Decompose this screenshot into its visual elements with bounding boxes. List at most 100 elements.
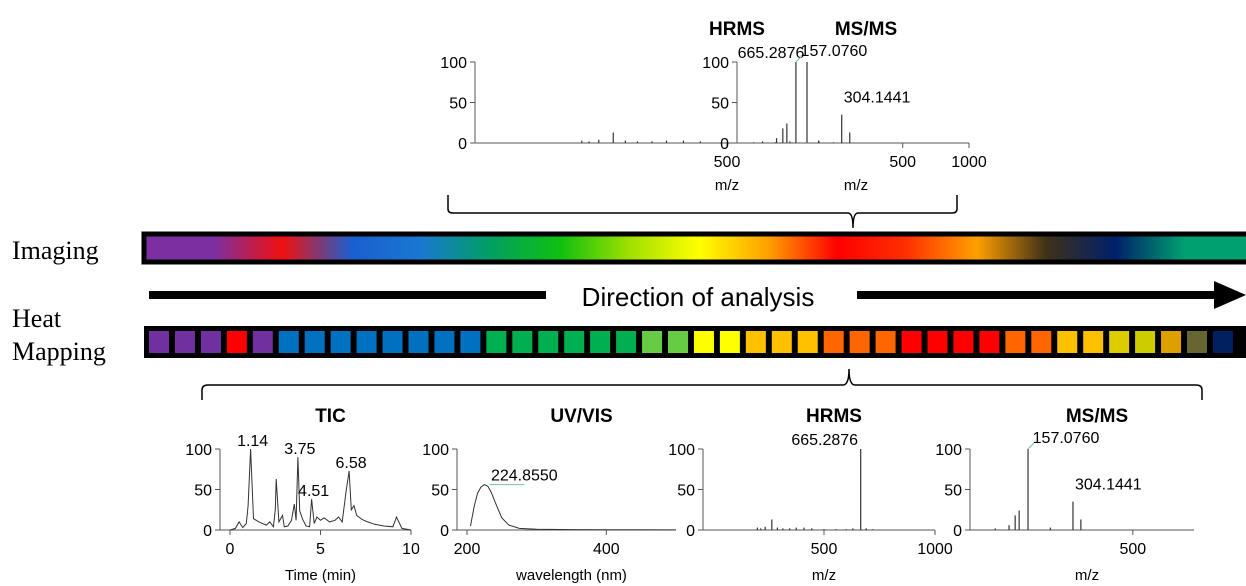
heat-row-label-line1: Heat — [12, 304, 62, 333]
heatmap-cell — [408, 331, 429, 353]
peak-label: 157.0760 — [801, 43, 868, 60]
x-tick-label: 5 — [316, 541, 325, 558]
bottom-hrms-chart: HRMS 0 50 100 500 1000 m/z 665.2876 — [668, 406, 953, 584]
heatmap-cell — [512, 331, 533, 353]
x-tick-label: 400 — [593, 541, 620, 558]
heatmap-cell — [1187, 331, 1207, 353]
peak-label: 4.51 — [298, 483, 329, 500]
y-tick-label: 0 — [203, 523, 212, 540]
peak-leader — [795, 55, 803, 63]
x-axis-label: m/z — [844, 177, 868, 194]
heatmap-cell — [642, 331, 663, 353]
x-axis-label: m/z — [715, 177, 739, 194]
peak-label: 224.8550 — [491, 468, 558, 485]
heatmap-cell — [564, 331, 585, 353]
chart-title: HRMS — [806, 406, 862, 427]
heatmap-cell — [590, 331, 611, 353]
heatmap-cell — [901, 331, 922, 353]
direction-arrow-right-shaft — [857, 291, 1217, 299]
bottom-uvvis-chart: UV/VIS 0 50 100 200 400 wavelength (nm) 224.855… — [422, 406, 677, 584]
y-tick-label: 50 — [194, 483, 212, 500]
y-tick-label: 100 — [668, 442, 695, 459]
direction-arrow-left-shaft — [149, 291, 546, 299]
imaging-row-label: Imaging — [12, 236, 99, 265]
direction-label: Direction of analysis — [582, 282, 815, 312]
direction-arrow-head — [1214, 281, 1246, 309]
bottom-tic-chart: TIC 0 50 100 0 5 10 Time (min) 1.14 3.75 4.51 6.58 — [185, 406, 420, 584]
peak-label: 304.1441 — [844, 90, 911, 107]
heatmap-cell — [1212, 331, 1233, 353]
heatmap-cell — [538, 331, 559, 353]
heatmap-cell — [1031, 331, 1052, 353]
x-tick-label: 200 — [454, 541, 481, 558]
heatmap-cell — [797, 331, 818, 353]
x-axis-label: m/z — [1075, 567, 1099, 584]
heatmap-cell — [200, 331, 221, 353]
heatmap-cell — [616, 331, 637, 353]
y-tick-label: 50 — [431, 483, 449, 500]
peak-label: 157.0760 — [1033, 430, 1100, 447]
heatmap-cell — [745, 331, 766, 353]
heatmap-cell — [927, 331, 948, 353]
top-bracket — [447, 195, 958, 229]
heatmap-cell — [304, 331, 325, 353]
peak-label: 1.14 — [237, 433, 268, 450]
heatmap-cell — [953, 331, 974, 353]
y-tick-label: 100 — [185, 442, 212, 459]
peak-label: 665.2876 — [791, 432, 858, 449]
heatmap-cell — [486, 331, 507, 353]
y-tick-label: 50 — [711, 96, 729, 113]
y-tick-label: 0 — [440, 523, 449, 540]
series-line — [470, 484, 677, 531]
x-tick-label: 1000 — [917, 541, 953, 558]
peak-label: 304.1441 — [1075, 477, 1142, 494]
x-axis-label: wavelength (nm) — [515, 567, 627, 584]
heatmap-cell — [434, 331, 455, 353]
heatmap-cell — [1005, 331, 1026, 353]
heatmap-cell — [1083, 331, 1104, 353]
y-tick-label: 100 — [935, 442, 962, 459]
heatmap-cell — [252, 331, 273, 353]
heatmap-cell — [460, 331, 481, 353]
x-tick-label: 500 — [714, 154, 741, 171]
heat-row-label-line2: Mapping — [12, 337, 106, 366]
chart-title: UV/VIS — [550, 406, 612, 427]
heatmap-cell — [382, 331, 403, 353]
heatmap-cell — [1109, 331, 1130, 353]
heatmap-cell — [979, 331, 1000, 353]
bottom-bracket — [201, 368, 1203, 400]
y-tick-label: 100 — [422, 442, 449, 459]
y-tick-label: 100 — [440, 55, 467, 72]
y-tick-label: 0 — [720, 136, 729, 153]
y-tick-label: 0 — [686, 523, 695, 540]
chart-title: TIC — [315, 406, 346, 427]
y-tick-label: 50 — [677, 483, 695, 500]
x-axis-label: m/z — [812, 567, 836, 584]
y-tick-label: 100 — [702, 55, 729, 72]
heatmap-cell — [875, 331, 896, 353]
heatmap-cell — [693, 331, 714, 353]
x-axis-label: Time (min) — [285, 567, 356, 584]
peak-leader — [1027, 442, 1035, 450]
series-line — [229, 448, 412, 531]
y-tick-label: 0 — [458, 136, 467, 153]
y-tick-label: 50 — [944, 483, 962, 500]
x-tick-label: 500 — [889, 154, 916, 171]
peak-label: 6.58 — [336, 455, 367, 472]
heatmap-cell — [668, 331, 688, 353]
heatmap-cell — [330, 331, 351, 353]
heatmap-cell — [719, 331, 740, 353]
heatmap-cell — [771, 331, 792, 353]
heatmap-cells — [149, 331, 1233, 353]
heatmap-cell — [226, 331, 247, 353]
peak-label: 3.75 — [284, 441, 315, 458]
heatmap-cell — [174, 331, 195, 353]
heatmap-cell — [1135, 331, 1156, 353]
imaging-bar — [141, 231, 1246, 265]
heatmap-cell — [278, 331, 299, 353]
top-msms-chart: MS/MS 0 50 100 500 m/z 157.0760 304.1441 — [702, 19, 965, 194]
x-tick-label: 500 — [1120, 541, 1147, 558]
peak-label: 665.2876 — [738, 45, 805, 62]
